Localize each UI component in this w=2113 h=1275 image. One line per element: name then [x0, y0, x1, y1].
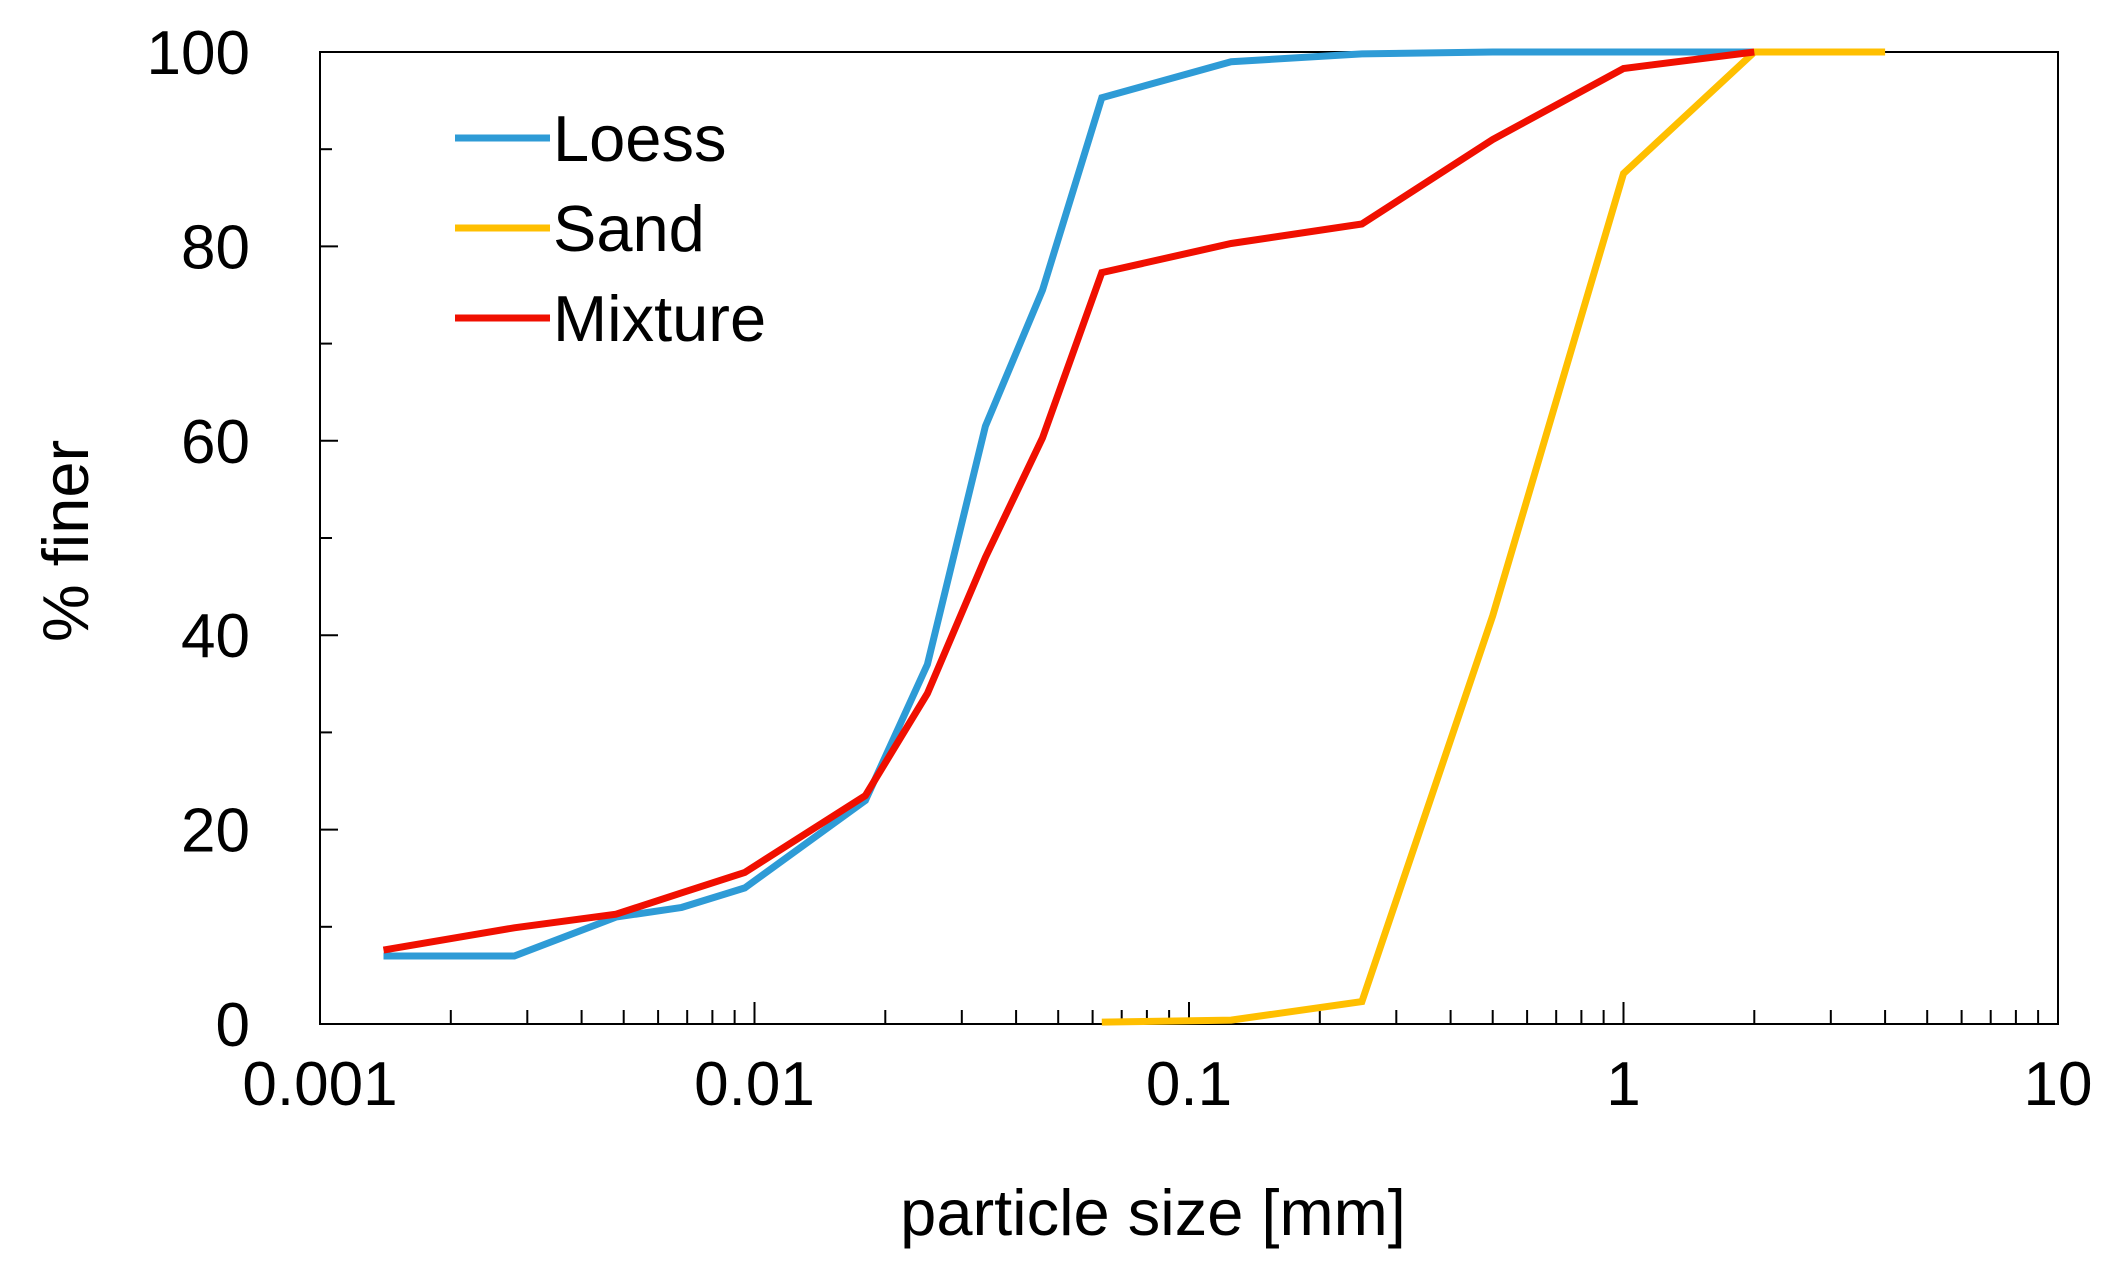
legend: Loess Sand Mixture [455, 102, 766, 355]
series-line-sand [1101, 48, 1886, 1026]
y-tick-label: 0 [216, 991, 250, 1060]
x-tick-label: 0.001 [242, 1050, 397, 1119]
x-tick-label: 1 [1606, 1050, 1640, 1119]
y-tick-label: 40 [181, 602, 250, 671]
series-line-mixture [382, 48, 1755, 954]
y-tick-label: 100 [147, 19, 250, 88]
y-tick-label: 60 [181, 408, 250, 477]
x-tick-label: 0.01 [694, 1050, 815, 1119]
legend-label-mixture: Mixture [553, 282, 766, 355]
y-axis-label: % finer [29, 440, 102, 642]
x-tick-label: 0.1 [1146, 1050, 1232, 1119]
series-line-loess [383, 48, 1755, 960]
x-tick-label: 10 [2024, 1050, 2093, 1119]
series-layer [382, 48, 1886, 1026]
y-tick-label: 80 [181, 213, 250, 282]
y-tick-label: 20 [181, 797, 250, 866]
legend-label-sand: Sand [553, 192, 705, 265]
x-axis-label: particle size [mm] [900, 1176, 1406, 1249]
legend-label-loess: Loess [553, 102, 726, 175]
